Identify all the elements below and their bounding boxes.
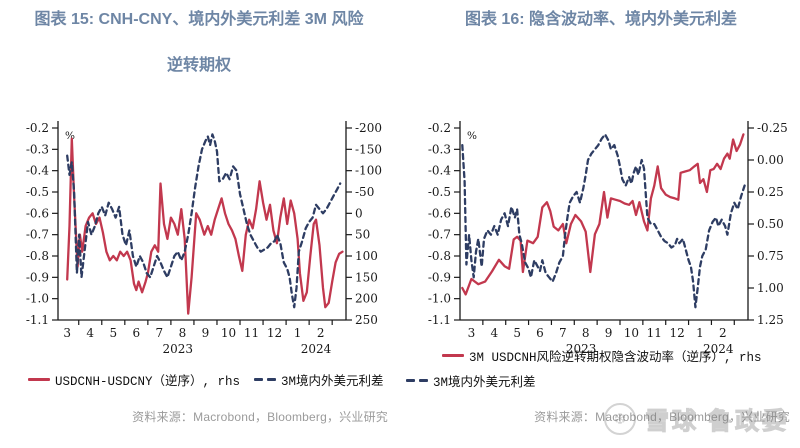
- right-tick-label: 1.25: [757, 313, 784, 327]
- right-tick-label: 0.25: [757, 185, 784, 199]
- figure-16-chart: -0.2 -0.3 -0.4 -0.5 -0.6 -0.7 -0.8 -0.9 -1.0 -1.1…: [428, 121, 788, 356]
- series-line-solid: [461, 133, 745, 296]
- left-tick-label: -0.8: [26, 249, 49, 263]
- right-tick-label: -100: [355, 164, 382, 178]
- left-tick-label: -1.1: [26, 313, 49, 327]
- x-tick-label: 2: [719, 326, 727, 340]
- x-tick-label: 3: [468, 326, 476, 340]
- left-tick-label: -1.1: [428, 313, 451, 327]
- left-axis-unit-label: %: [65, 130, 75, 142]
- left-tick-label: -0.6: [428, 206, 451, 220]
- left-tick-label: -0.2: [26, 121, 49, 135]
- x-tick-label: 11: [647, 326, 662, 340]
- right-tick-label: 0.50: [757, 217, 784, 231]
- left-tick-label: -0.9: [428, 270, 451, 284]
- right-tick-label: -50: [355, 185, 374, 199]
- x-tick-label: 6: [536, 326, 544, 340]
- series-line-dashed: [461, 133, 746, 309]
- right-tick-label: -0.25: [757, 121, 788, 135]
- red-solid-line-swatch: [442, 354, 464, 357]
- x-tick-label: 12: [267, 326, 282, 340]
- left-axis-unit-label: %: [467, 130, 477, 142]
- left-tick-label: -0.6: [26, 206, 49, 220]
- x-tick-label: 5: [109, 326, 117, 340]
- right-tick-label: -150: [355, 142, 382, 156]
- figure-15-source: 资料来源：Macrobond，Bloomberg，兴业研究: [132, 410, 388, 424]
- x-tick-label: 11: [244, 326, 259, 340]
- x-tick-label: 10: [624, 326, 639, 340]
- year-label: 2024: [301, 342, 332, 356]
- legend-item-rate-spread: 3M境内外美元利差: [406, 371, 762, 390]
- legend-label: USDCNH-USDCNY（逆序）, rhs: [55, 375, 241, 389]
- x-tick-label: 3: [63, 326, 71, 340]
- x-tick-label: 12: [670, 326, 685, 340]
- right-tick-label: -200: [355, 121, 382, 135]
- series-line-solid: [66, 137, 344, 315]
- x-tick-label: 7: [156, 326, 164, 340]
- x-tick-label: 8: [582, 326, 590, 340]
- x-tick-label: 4: [490, 326, 498, 340]
- left-tick-label: -0.4: [428, 164, 452, 178]
- legend-label: 3M境内外美元利差: [433, 376, 536, 390]
- left-tick-label: -0.3: [26, 142, 49, 156]
- right-tick-label: 100: [355, 249, 378, 263]
- figure-15-title-line1: 图表 15: CNH-CNY、境内外美元利差 3M 风险: [34, 11, 364, 28]
- legend-item-usdcnh-usdcny: USDCNH-USDCNY（逆序）, rhs: [28, 370, 240, 389]
- figure-15-title-line2: 逆转期权: [166, 57, 231, 74]
- legend-label: 3M USDCNH风险逆转期权隐含波动率（逆序）, rhs: [469, 351, 762, 365]
- right-tick-label: 200: [355, 292, 378, 306]
- figure-16-legend: 3M USDCNH风险逆转期权隐含波动率（逆序）, rhs 3M境内外美元利差: [406, 346, 762, 390]
- x-tick-label: 1: [294, 326, 302, 340]
- x-tick-label: 5: [513, 326, 521, 340]
- left-tick-label: -0.5: [428, 185, 451, 199]
- left-tick-label: -1.0: [428, 292, 451, 306]
- legend-item-rate-spread: 3M境内外美元利差: [254, 370, 384, 389]
- left-tick-label: -0.2: [428, 121, 451, 135]
- right-tick-label: 50: [355, 228, 370, 242]
- left-tick-label: -1.0: [26, 292, 49, 306]
- figure-15-panel: 图表 15: CNH-CNY、境内外美元利差 3M 风险 逆转期权 -0.2 -0…: [0, 0, 398, 448]
- legend-item-risk-reversal-vol: 3M USDCNH风险逆转期权隐含波动率（逆序）, rhs: [406, 346, 762, 365]
- right-tick-label: 150: [355, 270, 378, 284]
- figure-16-title-line1: 图表 16: 隐含波动率、境内外美元利差: [464, 11, 738, 28]
- navy-dashed-line-swatch: [406, 379, 428, 382]
- left-tick-label: -0.9: [26, 270, 49, 284]
- figure-15-title: 图表 15: CNH-CNY、境内外美元利差 3M 风险 逆转期权: [0, 10, 398, 76]
- year-label: 2023: [163, 342, 194, 356]
- left-tick-label: -0.7: [428, 228, 451, 242]
- left-tick-label: -0.5: [26, 185, 49, 199]
- x-tick-label: 1: [696, 326, 704, 340]
- right-tick-label: 1.00: [757, 281, 784, 295]
- right-tick-label: 0: [355, 206, 363, 220]
- x-tick-label: 9: [605, 326, 613, 340]
- figure-15-chart: -0.2 -0.3 -0.4 -0.5 -0.6 -0.7 -0.8 -0.9 -1.0 -1.1…: [26, 121, 382, 356]
- figure-15-legend: USDCNH-USDCNY（逆序）, rhs 3M境内外美元利差: [28, 370, 384, 389]
- figure-16-panel: 图表 16: 隐含波动率、境内外美元利差 -0.2 -0.3 -0.4 -0.5 -0.…: [402, 0, 800, 448]
- left-tick-label: -0.3: [428, 142, 451, 156]
- x-tick-label: 6: [133, 326, 141, 340]
- left-tick-label: -0.8: [428, 249, 451, 263]
- x-tick-label: 9: [202, 326, 210, 340]
- left-tick-label: -0.4: [26, 164, 50, 178]
- right-tick-label: 0.75: [757, 249, 784, 263]
- x-tick-label: 10: [221, 326, 236, 340]
- year-label: 2024: [703, 342, 734, 356]
- figure-16-title: 图表 16: 隐含波动率、境内外美元利差: [402, 10, 800, 30]
- right-tick-label: 0.00: [757, 153, 784, 167]
- x-tick-label: 4: [86, 326, 94, 340]
- navy-dashed-line-swatch: [254, 378, 277, 381]
- x-tick-label: 2: [317, 326, 325, 340]
- x-tick-label: 8: [179, 326, 187, 340]
- year-label: 2023: [566, 342, 597, 356]
- legend-label: 3M境内外美元利差: [281, 375, 384, 389]
- right-tick-label: 250: [355, 313, 378, 327]
- left-tick-label: -0.7: [26, 228, 49, 242]
- figure-16-source: 资料来源：Macrobond，Bloomberg，兴业研究: [534, 410, 790, 424]
- red-solid-line-swatch: [28, 378, 50, 381]
- series-line-dashed: [66, 133, 342, 309]
- x-tick-label: 7: [559, 326, 567, 340]
